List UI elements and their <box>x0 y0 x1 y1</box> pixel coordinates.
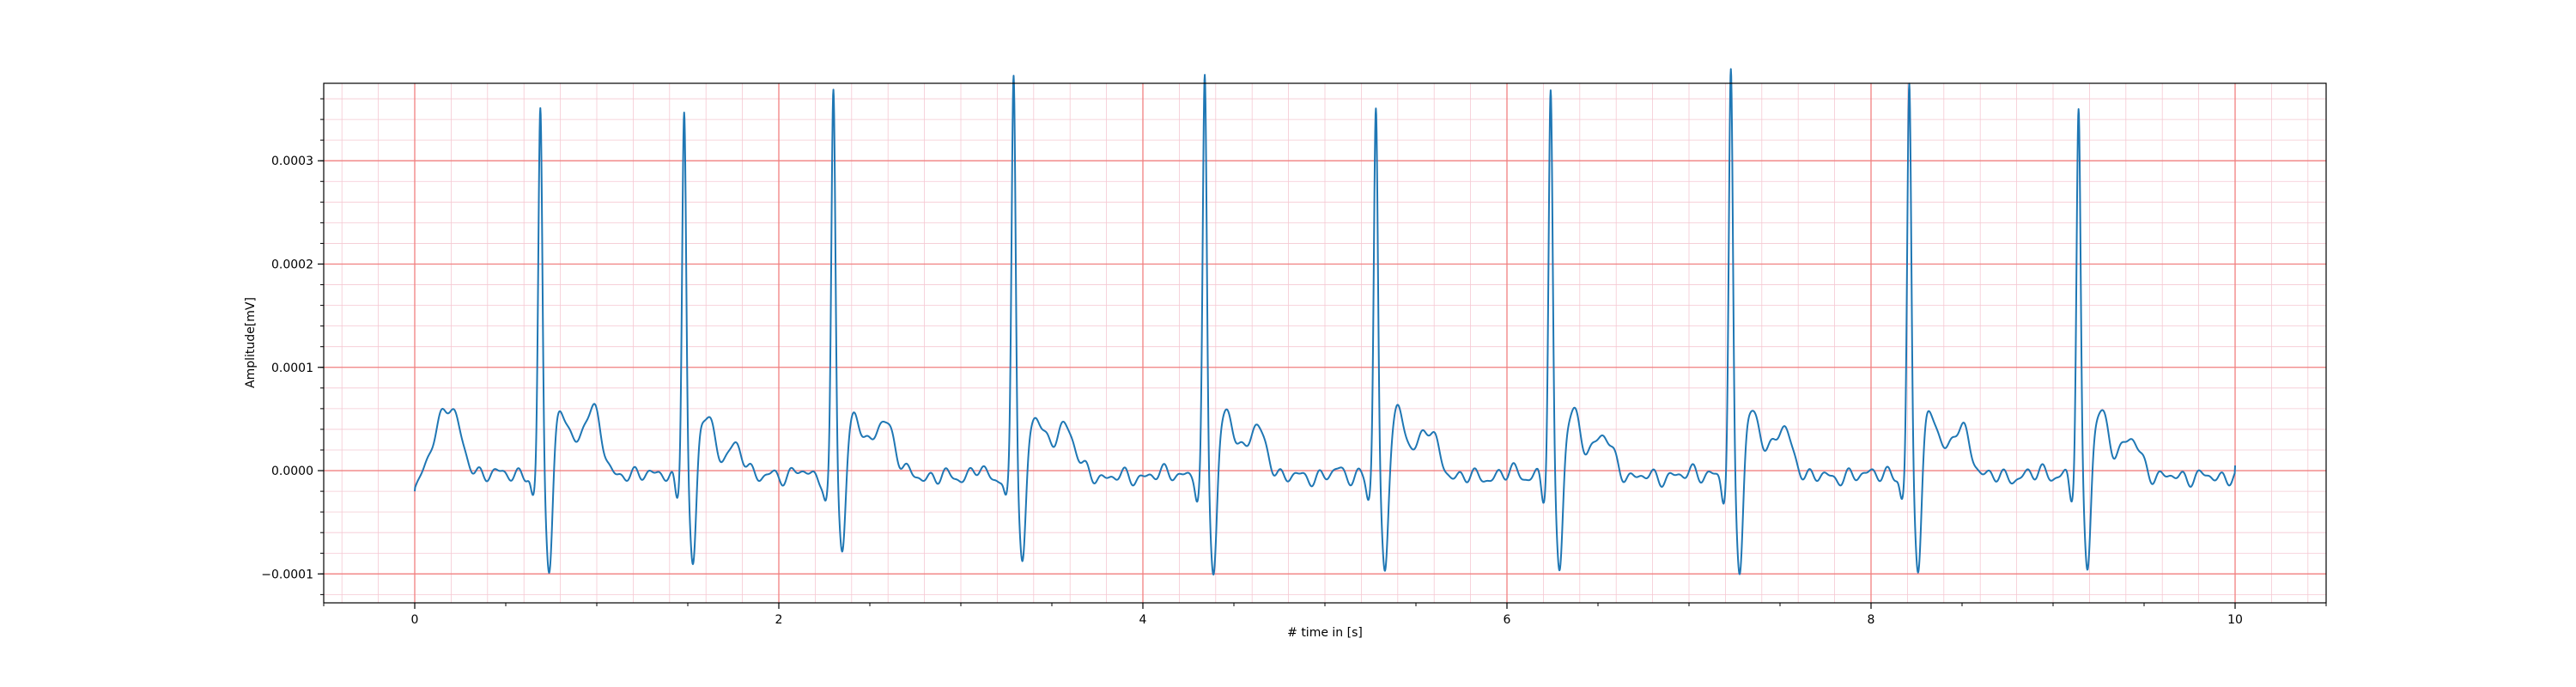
x-axis-title: # time in [s] <box>1287 626 1363 640</box>
x-tick-label: 2 <box>775 613 783 627</box>
x-axis: 0 2 4 6 8 10 <box>323 603 2327 627</box>
ecg-series-line <box>414 68 2236 576</box>
y-tick-label: 0.0001 <box>271 362 313 375</box>
y-tick-label: −0.0001 <box>261 568 313 581</box>
y-axis: −0.0001 0.0000 0.0001 0.0002 0.0003 <box>261 98 324 595</box>
y-tick-label: 0.0003 <box>271 155 313 168</box>
x-tick-label: 0 <box>411 613 419 627</box>
y-tick-label: 0.0002 <box>271 258 313 271</box>
y-axis-title: Amplitude[mV] <box>244 297 258 388</box>
x-tick-label: 4 <box>1139 613 1147 627</box>
x-tick-label: 8 <box>1868 613 1875 627</box>
x-tick-label: 10 <box>2227 613 2243 627</box>
y-tick-label: 0.0000 <box>271 465 313 478</box>
major-grid <box>324 83 2326 603</box>
x-tick-label: 6 <box>1504 613 1511 627</box>
